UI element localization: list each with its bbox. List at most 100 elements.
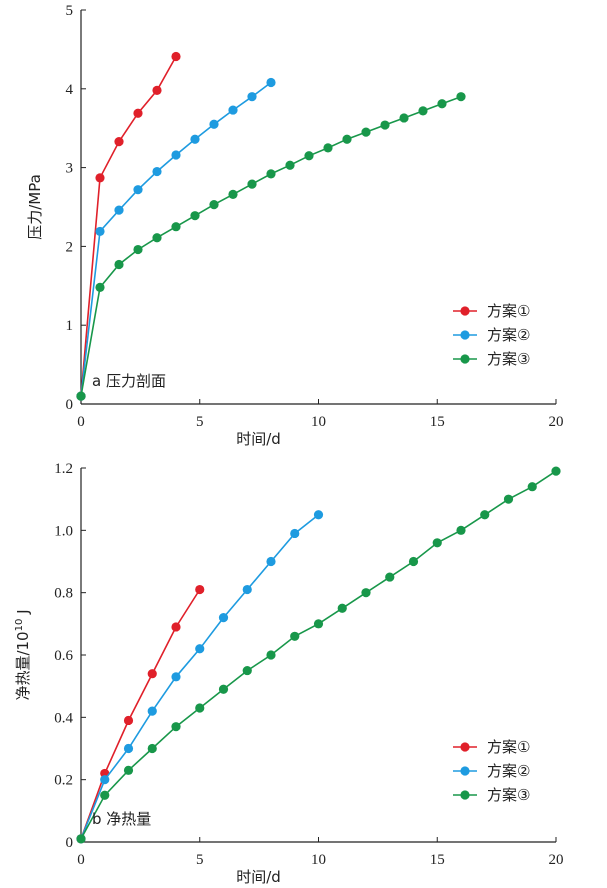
heat-data-point — [456, 525, 466, 535]
heat-data-point — [218, 613, 229, 623]
pressure-y-tick-label: 0 — [66, 397, 74, 413]
heat-x-axis-title: 时间/d — [236, 868, 281, 886]
pressure-data-point — [114, 136, 124, 147]
heat-data-point — [123, 765, 134, 775]
legend-marker — [460, 330, 470, 340]
heat-x-tick-label: 10 — [311, 852, 326, 868]
pressure-data-point — [361, 127, 371, 137]
pressure-data-point — [171, 150, 181, 160]
pressure-data-point — [228, 189, 238, 199]
pressure-series-3 — [76, 92, 466, 401]
pressure-data-point — [209, 200, 219, 210]
heat-y-tick-label: 0.4 — [54, 710, 73, 726]
pressure-y-tick-label: 3 — [66, 161, 74, 177]
pressure-data-point — [190, 134, 200, 144]
pressure-data-point — [152, 233, 162, 243]
pressure-data-point — [133, 244, 143, 255]
heat-data-point — [503, 494, 514, 504]
pressure-panel-label: a 压力剖面 — [92, 372, 166, 390]
legend-marker — [460, 742, 470, 752]
legend-label: 方案① — [487, 302, 530, 320]
heat-data-point — [290, 528, 300, 539]
heat-y-tick-label: 0 — [66, 835, 74, 851]
heat-x-tick-label: 20 — [549, 852, 564, 868]
heat-data-point — [171, 722, 181, 732]
heat-data-point — [266, 556, 276, 567]
pressure-x-tick-label: 0 — [77, 414, 85, 430]
pressure-data-point — [418, 106, 428, 116]
heat-data-point — [527, 482, 537, 492]
pressure-data-point — [95, 282, 105, 292]
heat-data-point — [76, 834, 86, 844]
pressure-x-axis-title: 时间/d — [236, 430, 281, 448]
pressure-series-1 — [76, 51, 181, 401]
pressure-data-point — [266, 169, 276, 179]
legend-label: 方案③ — [487, 350, 530, 368]
heat-data-point — [242, 584, 252, 595]
pressure-data-point — [171, 222, 181, 232]
pressure-data-point — [190, 211, 200, 221]
pressure-y-axis-title: 压力/MPa — [26, 174, 44, 240]
heat-x-tick-label: 5 — [196, 852, 204, 868]
legend-marker — [460, 354, 470, 364]
pressure-data-point — [95, 173, 105, 183]
heat-data-point — [385, 572, 395, 582]
heat-y-tick-label: 0.6 — [54, 648, 73, 664]
pressure-data-point — [209, 119, 219, 129]
pressure-data-point — [171, 51, 181, 62]
pressure-x-tick-label: 10 — [311, 414, 326, 430]
pressure-x-tick-label: 15 — [430, 414, 445, 430]
heat-legend: 方案① 方案② 方案③ — [453, 738, 530, 804]
heat-series-line — [80, 470, 557, 840]
heat-data-point — [147, 743, 157, 754]
pressure-data-point — [133, 185, 143, 195]
heat-data-point — [313, 510, 324, 520]
heat-data-point — [123, 715, 134, 726]
pressure-data-point — [323, 143, 333, 153]
heat-data-point — [195, 644, 205, 654]
pressure-data-point — [152, 85, 162, 95]
pressure-data-point — [114, 205, 124, 215]
heat-y-tick-label: 1.2 — [54, 461, 73, 477]
heat-y-tick-label: 1.0 — [54, 523, 73, 539]
heat-data-point — [123, 743, 134, 754]
pressure-data-point — [342, 134, 352, 144]
heat-data-point — [290, 631, 300, 641]
pressure-x-tick-label: 5 — [196, 414, 204, 430]
heat-data-point — [147, 706, 157, 716]
heat-data-point — [195, 703, 205, 713]
heat-y-tick-label: 0.8 — [54, 586, 73, 602]
heat-series-2 — [76, 510, 324, 844]
pressure-panel: 0 5 10 15 20 0 1 2 3 4 5 时间/d 压力/MPa 方案① 方案② 方案③ a 压力剖面 — [26, 3, 564, 448]
pressure-data-point — [247, 179, 257, 189]
pressure-series-line — [80, 56, 177, 397]
pressure-data-point — [304, 151, 314, 161]
heat-data-point — [480, 510, 490, 520]
heat-data-point — [171, 672, 181, 682]
heat-y-axis-title: 净热量/1010 J — [14, 609, 32, 700]
heat-data-point — [266, 650, 276, 660]
pressure-y-tick-label: 4 — [66, 82, 74, 98]
pressure-y-tick-label: 1 — [66, 318, 74, 334]
heat-data-point — [313, 619, 324, 629]
heat-panel: 0 5 10 15 20 0 0.2 0.4 0.6 0.8 1.0 1.2 时间/d 净热量/1010 … — [14, 461, 564, 886]
heat-data-point — [432, 538, 442, 548]
heat-data-point — [171, 622, 181, 632]
heat-x-tick-label: 15 — [430, 852, 445, 868]
pressure-series-line — [80, 81, 272, 397]
legend-marker — [460, 306, 470, 316]
pressure-data-point — [380, 120, 390, 130]
pressure-data-point — [247, 92, 257, 102]
heat-data-point — [147, 669, 157, 679]
legend-label: 方案② — [487, 326, 530, 344]
heat-data-point — [100, 790, 110, 800]
pressure-data-point — [76, 391, 86, 401]
pressure-data-point — [456, 92, 466, 102]
heat-x-tick-label: 0 — [77, 852, 85, 868]
heat-data-point — [551, 466, 561, 476]
pressure-data-point — [114, 259, 124, 270]
pressure-x-tick-label: 20 — [549, 414, 564, 430]
pressure-data-point — [228, 105, 238, 115]
heat-data-point — [100, 775, 110, 785]
